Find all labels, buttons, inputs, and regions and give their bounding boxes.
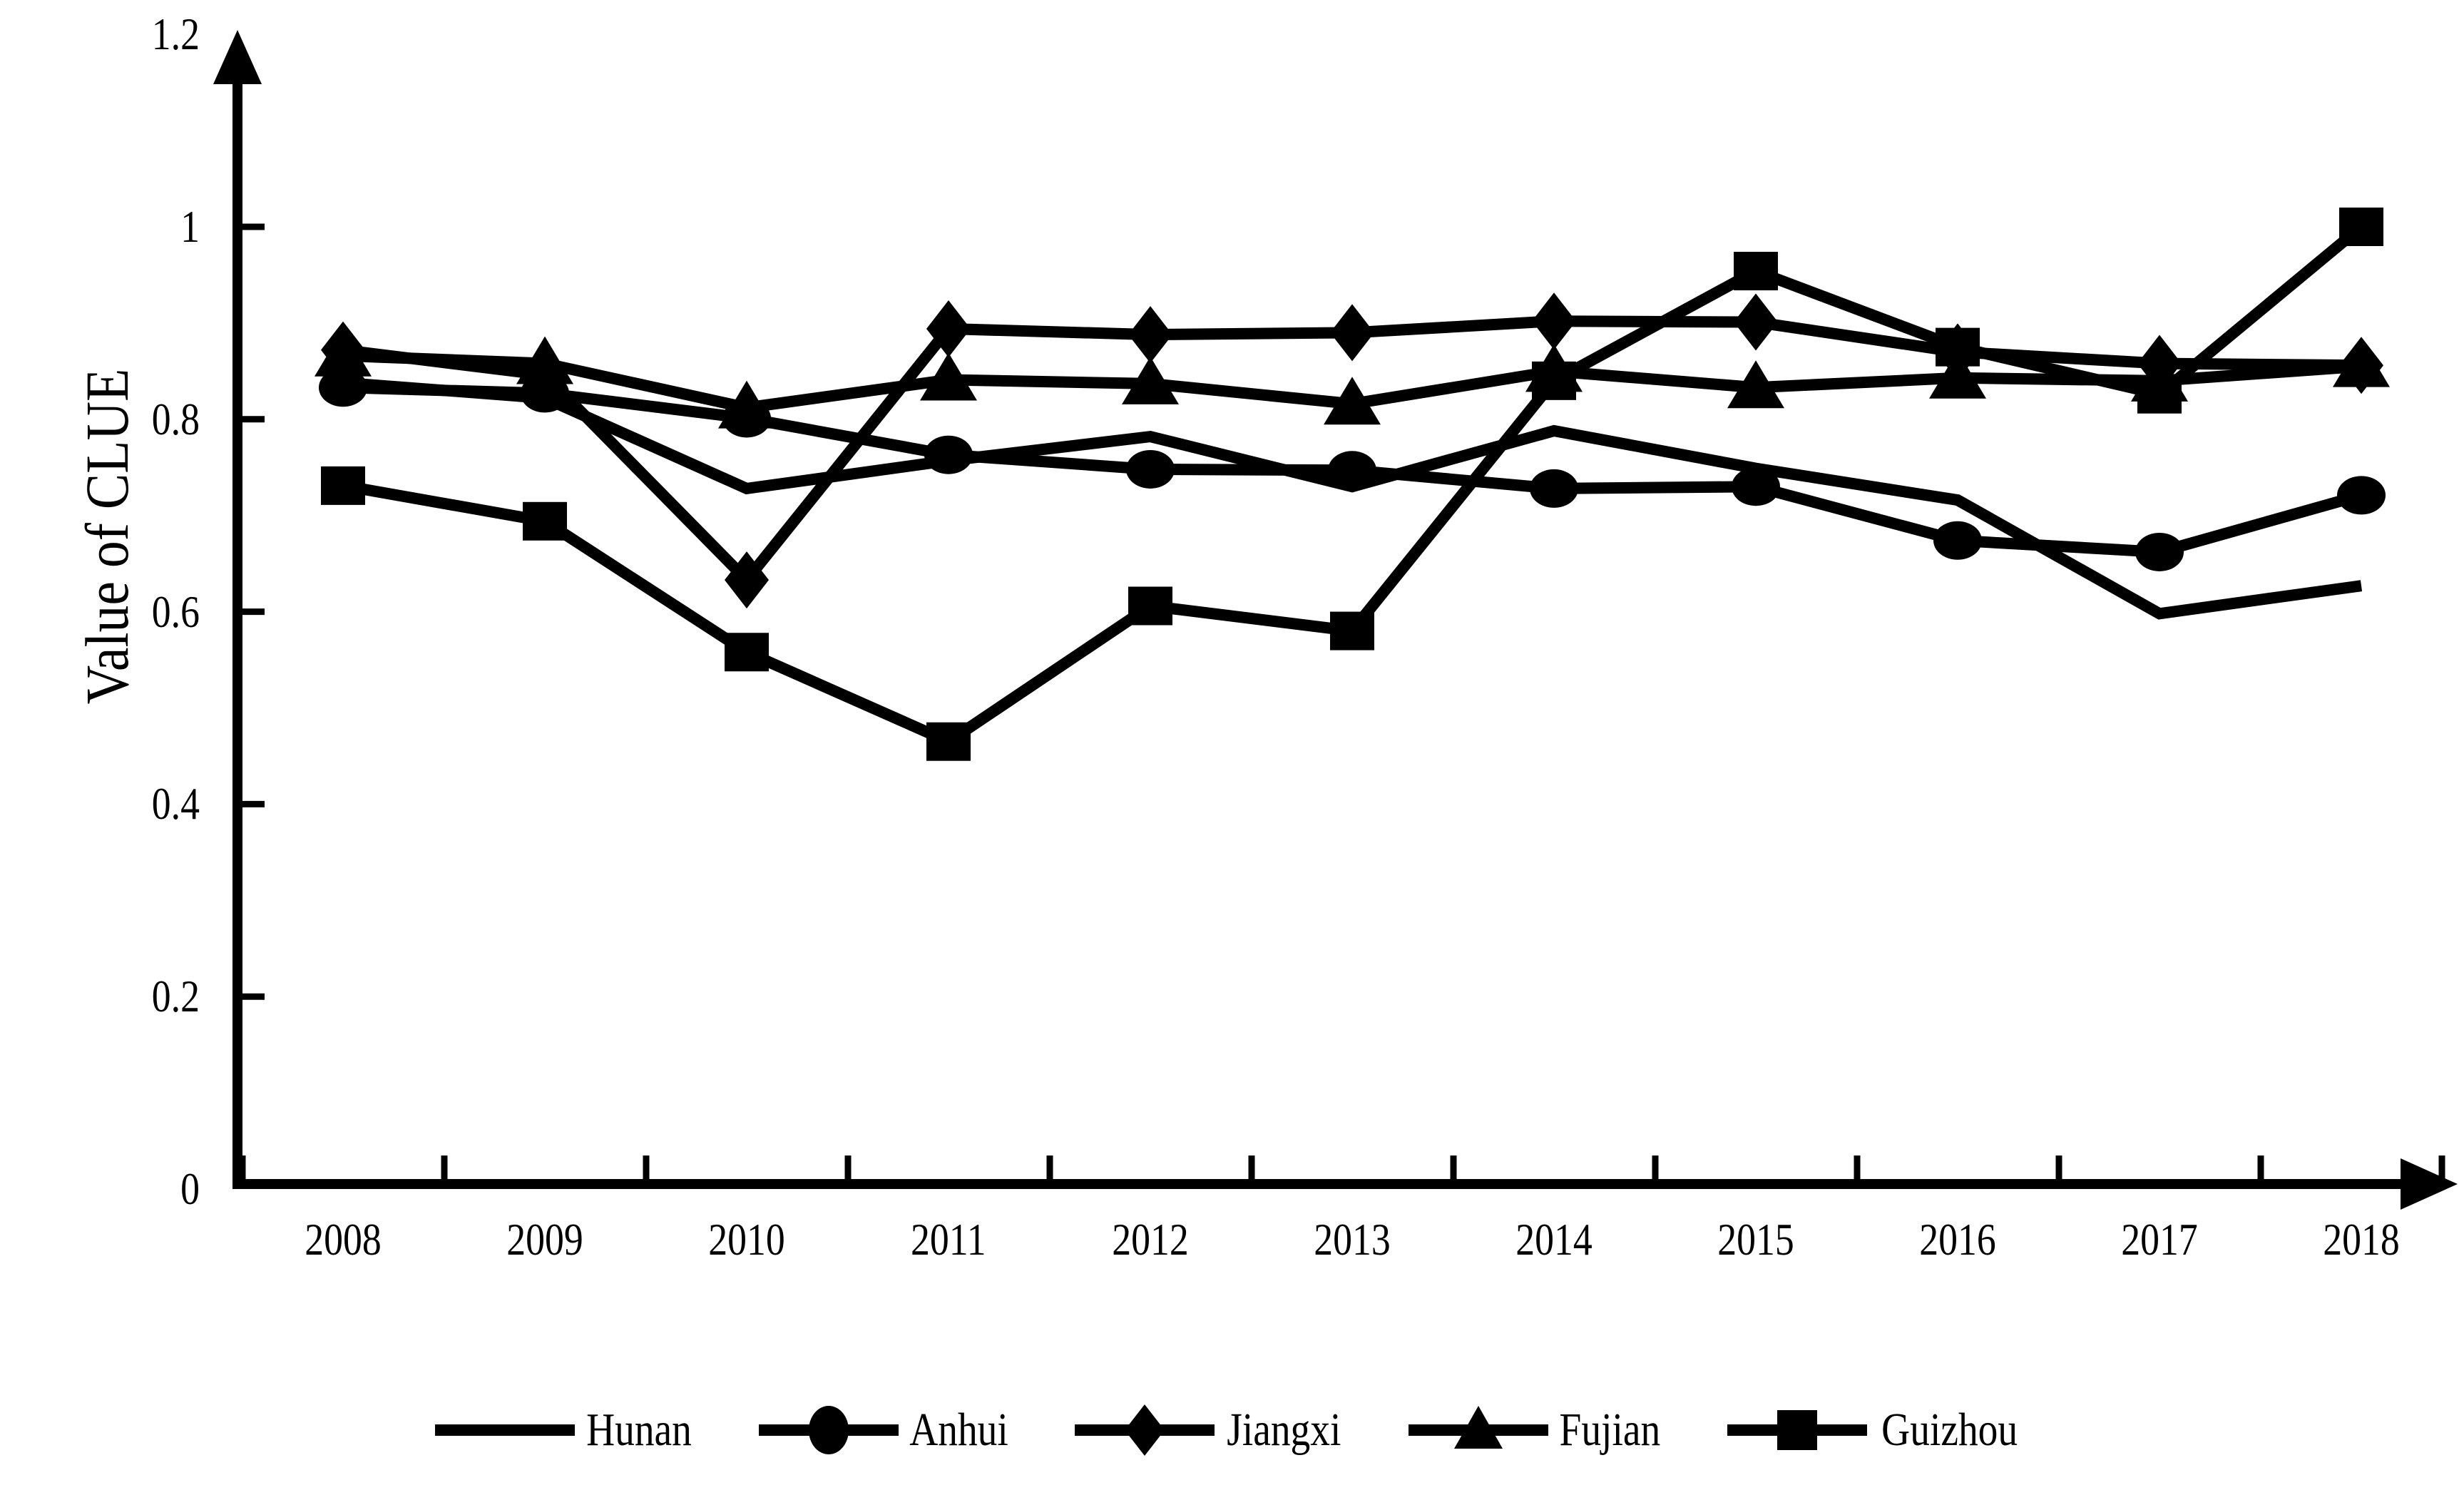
legend-label: Hunan [586,1404,692,1456]
y-tick-label: 1.2 [151,9,200,60]
marker-circle-anhui [2337,476,2386,515]
marker-triangle-fujian [1324,377,1381,425]
y-tick-label: 0 [180,1163,200,1214]
marker-circle-anhui [1328,451,1376,490]
marker-diamond-jiangxi [725,551,769,609]
x-tick-label: 2015 [1717,1214,1794,1265]
y-tick-label: 0.4 [151,778,200,830]
x-tick-label: 2017 [2121,1214,2198,1265]
circle-icon [808,1406,849,1454]
legend-label: Jiangxi [1226,1404,1341,1456]
legend-swatch-triangle [1409,1406,1549,1449]
x-tick-label: 2013 [1314,1214,1391,1265]
x-tick-label: 2016 [1919,1214,1996,1265]
y-tick-label: 0.8 [151,393,200,444]
triangle-icon [1454,1406,1503,1449]
x-axis-arrowhead [2401,1158,2458,1210]
legend-swatch-square [1727,1410,1867,1450]
marker-diamond-jiangxi [1128,306,1172,364]
legend-label: Anhui [909,1404,1008,1456]
marker-square-guizhou [1734,252,1778,291]
y-tick-label: 0.2 [151,971,200,1022]
legend-label: Guizhou [1881,1404,2018,1456]
legend-label: Fujian [1559,1404,1661,1456]
marker-circle-anhui [924,435,973,474]
marker-triangle-fujian [920,352,977,401]
marker-circle-anhui [2135,532,2184,571]
marker-triangle-fujian [718,380,775,429]
x-tick-label: 2009 [506,1214,583,1265]
marker-circle-anhui [319,368,367,407]
x-tick-label: 2010 [708,1214,785,1265]
marker-square-guizhou [1330,611,1374,651]
x-tick-label: 2008 [305,1214,382,1265]
marker-circle-anhui [1530,469,1578,508]
legend-swatch-none [434,1424,575,1436]
x-tick-label: 2011 [911,1214,986,1265]
marker-diamond-jiangxi [926,300,971,357]
marker-triangle-fujian [1122,356,1179,404]
y-tick-label: 1 [180,201,200,252]
legend-item-anhui: Anhui [757,1394,1018,1466]
x-tick-label: 2014 [1515,1214,1593,1265]
marker-triangle-fujian [1727,360,1784,409]
marker-square-guizhou [725,633,769,672]
marker-square-guizhou [2339,208,2383,246]
diamond-icon [1124,1404,1165,1456]
legend-item-fujian: Fujian [1407,1394,1670,1466]
marker-square-guizhou [2137,374,2182,414]
square-icon [1777,1410,1817,1450]
marker-diamond-jiangxi [1532,292,1576,350]
legend-item-guizhou: Guizhou [1726,1394,2030,1466]
legend-swatch-circle [758,1406,899,1454]
marker-square-guizhou [1936,327,1980,367]
x-tick-label: 2018 [2323,1214,2400,1265]
y-tick-label: 0.6 [151,586,200,637]
marker-circle-anhui [1933,521,1982,560]
marker-triangle-fujian [516,336,573,384]
chart-legend: Hunan Anhui Jiangxi Fujian Guizhou [0,1394,2464,1466]
x-tick-label: 2012 [1112,1214,1189,1265]
legend-swatch-diamond [1074,1404,1215,1456]
marker-circle-anhui [1732,467,1780,506]
marker-square-guizhou [1532,361,1576,400]
marker-square-guizhou [321,466,365,505]
marker-square-guizhou [926,722,971,761]
y-axis-arrowhead [213,30,262,84]
marker-diamond-jiangxi [1330,304,1374,362]
marker-square-guizhou [523,501,567,541]
legend-item-hunan: Hunan [434,1394,702,1466]
marker-triangle-fujian [315,328,372,377]
marker-circle-anhui [1126,449,1175,489]
marker-triangle-fujian [2333,339,2390,387]
marker-square-guizhou [1128,586,1172,626]
marker-triangle-fujian [1929,350,1986,399]
marker-diamond-jiangxi [1734,293,1778,351]
legend-item-jiangxi: Jiangxi [1073,1394,1352,1466]
